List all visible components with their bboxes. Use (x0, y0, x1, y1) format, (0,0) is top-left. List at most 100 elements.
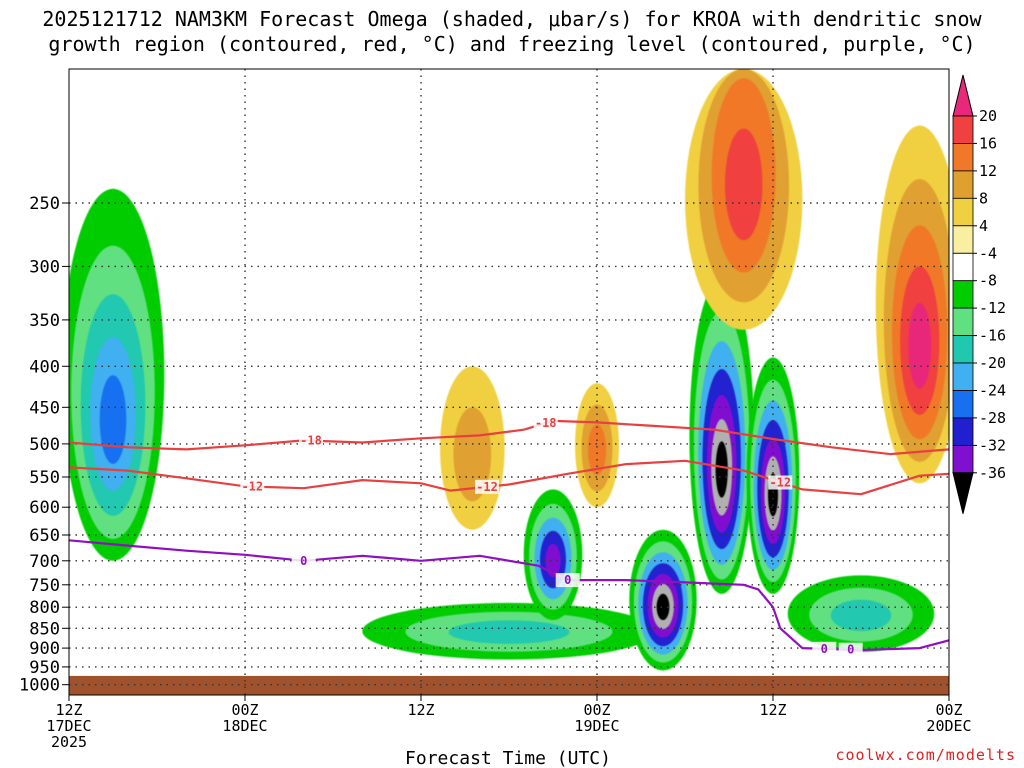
colorbar-bin-0 (952, 115, 974, 144)
colorbar-bin-8 (952, 335, 974, 364)
colorbar: 20 16 12 8 4 -4 -8 -12 -16 -20 -24 -28 -32 -36 (952, 74, 1006, 514)
y-tick-label-900: 900 (29, 639, 60, 659)
omega-level--20 (99, 375, 127, 464)
colorbar-bin-9 (952, 362, 974, 391)
freezing-level-label-bg-3 (838, 642, 863, 657)
y-tick-label-350: 350 (29, 311, 60, 331)
freezing-level-label-1: 0 (564, 573, 571, 587)
y-tick-label-300: 300 (29, 257, 60, 277)
y-tick-label-450: 450 (29, 398, 60, 418)
y-tick-label-700: 700 (29, 552, 60, 572)
x-tick-label-36-1: 19DEC (574, 717, 619, 735)
colorbar-bin-10 (952, 390, 974, 419)
colorbar-label--28: -28 (979, 409, 1006, 427)
colorbar-label--16: -16 (979, 327, 1006, 345)
colorbar-label-4: 4 (979, 217, 988, 235)
colorbar-bin-7 (952, 307, 974, 336)
y-tick-label-850: 850 (29, 619, 60, 639)
x-tick-label-0-2: 2025 (51, 733, 87, 751)
isotherm-minus18-label-bg-1 (533, 416, 558, 431)
colorbar-bottom-arrow (952, 472, 974, 514)
grid-lines (69, 69, 949, 695)
x-tick-label-60-1: 20DEC (926, 717, 971, 735)
freezing-level-label-0: 0 (300, 554, 307, 568)
omega-feature-core-a (629, 529, 697, 671)
x-tick-label-0-0: 12Z (55, 701, 82, 719)
colorbar-label--20: -20 (979, 354, 1006, 372)
chart-title-line1: 2025121712 NAM3KM Forecast Omega (shaded… (42, 7, 982, 31)
y-tick-label-750: 750 (29, 576, 60, 596)
omega-level--36 (715, 441, 728, 498)
x-tick-label-36-0: 00Z (583, 701, 610, 719)
omega-feature-sinking-upper (875, 125, 949, 484)
omega-level--28 (545, 543, 561, 578)
freezing-level-label-2: 0 (821, 642, 828, 656)
colorbar-bin-4 (952, 225, 974, 254)
colorbar-bin-1 (952, 142, 974, 172)
y-tick-label-400: 400 (29, 357, 60, 377)
y-tick-label-950: 950 (29, 658, 60, 678)
x-tick-label-48-0: 12Z (759, 701, 786, 719)
colorbar-bin-5 (952, 252, 974, 282)
isotherm-minus18-label-0: -18 (300, 434, 322, 448)
y-axis: 2503003504004505005506006507007508008509… (19, 194, 69, 696)
colorbar-label--12: -12 (979, 299, 1006, 317)
isotherm-minus12-label-2: -12 (769, 476, 791, 490)
freezing-level-label-bg-1 (555, 573, 580, 588)
freezing-level-label-bg-0 (291, 553, 316, 568)
freezing-level (69, 539, 949, 652)
omega-feature-day1-descent (69, 188, 165, 561)
contour-lines: -18 -18 -12 -12 -12 0 0 0 0 (69, 416, 949, 657)
y-tick-label-650: 650 (29, 526, 60, 546)
isotherm-minus12 (69, 459, 949, 496)
y-tick-label-250: 250 (29, 194, 60, 214)
omega-level-12 (587, 424, 607, 476)
isotherm-minus12-label-0: -12 (241, 480, 263, 494)
x-axis-label: Forecast Time (UTC) (405, 748, 611, 768)
colorbar-label--36: -36 (979, 464, 1006, 482)
x-tick-label-12-1: 18DEC (222, 717, 267, 735)
isotherm-minus12-label-bg-0 (240, 479, 265, 494)
omega-level-20 (908, 303, 932, 389)
isotherm-minus12-label-bg-2 (768, 475, 793, 490)
colorbar-label--4: -4 (979, 244, 997, 262)
y-tick-label-550: 550 (29, 468, 60, 488)
freezing-level-label-bg-2 (812, 641, 837, 656)
y-tick-label-1000: 1000 (19, 676, 60, 696)
omega-feature-sinking-early (440, 366, 505, 530)
y-tick-label-600: 600 (29, 498, 60, 518)
x-tick-label-0-1: 17DEC (46, 717, 91, 735)
omega-feature-sinking-top (685, 69, 803, 330)
colorbar-label--32: -32 (979, 436, 1006, 454)
x-tick-label-24-0: 12Z (407, 701, 434, 719)
omega-feature-late-low (787, 575, 935, 652)
colorbar-label-16: 16 (979, 134, 997, 152)
surface-ground (69, 675, 949, 695)
plot-frame (68, 68, 950, 696)
omega-level-16 (725, 128, 763, 241)
colorbar-top-arrow (952, 74, 974, 117)
isotherm-minus18-label-1: -18 (535, 416, 557, 430)
isotherm-minus18 (69, 419, 949, 456)
omega-level--12 (830, 599, 892, 632)
x-tick-label-60-0: 00Z (935, 701, 962, 719)
colorbar-label-20: 20 (979, 107, 997, 125)
colorbar-label--24: -24 (979, 382, 1006, 400)
isotherm-minus18-label-bg-0 (299, 433, 323, 448)
colorbar-bin-11 (952, 417, 974, 446)
omega-level--12 (448, 620, 570, 644)
chart-title-line2: growth region (contoured, red, °C) and f… (48, 32, 975, 56)
x-tick-label-12-0: 00Z (231, 701, 258, 719)
omega-feature-low-level-uplift (362, 602, 656, 660)
freezing-level-label-3: 0 (847, 643, 854, 657)
plot-area (69, 69, 949, 695)
isotherm-minus12-label-1: -12 (476, 480, 498, 494)
y-tick-label-800: 800 (29, 598, 60, 618)
y-tick-label-500: 500 (29, 435, 60, 455)
omega-level-8 (453, 407, 492, 502)
credit-text: coolwx.com/modelts (835, 746, 1016, 764)
colorbar-bin-6 (952, 280, 974, 309)
colorbar-label-8: 8 (979, 189, 988, 207)
